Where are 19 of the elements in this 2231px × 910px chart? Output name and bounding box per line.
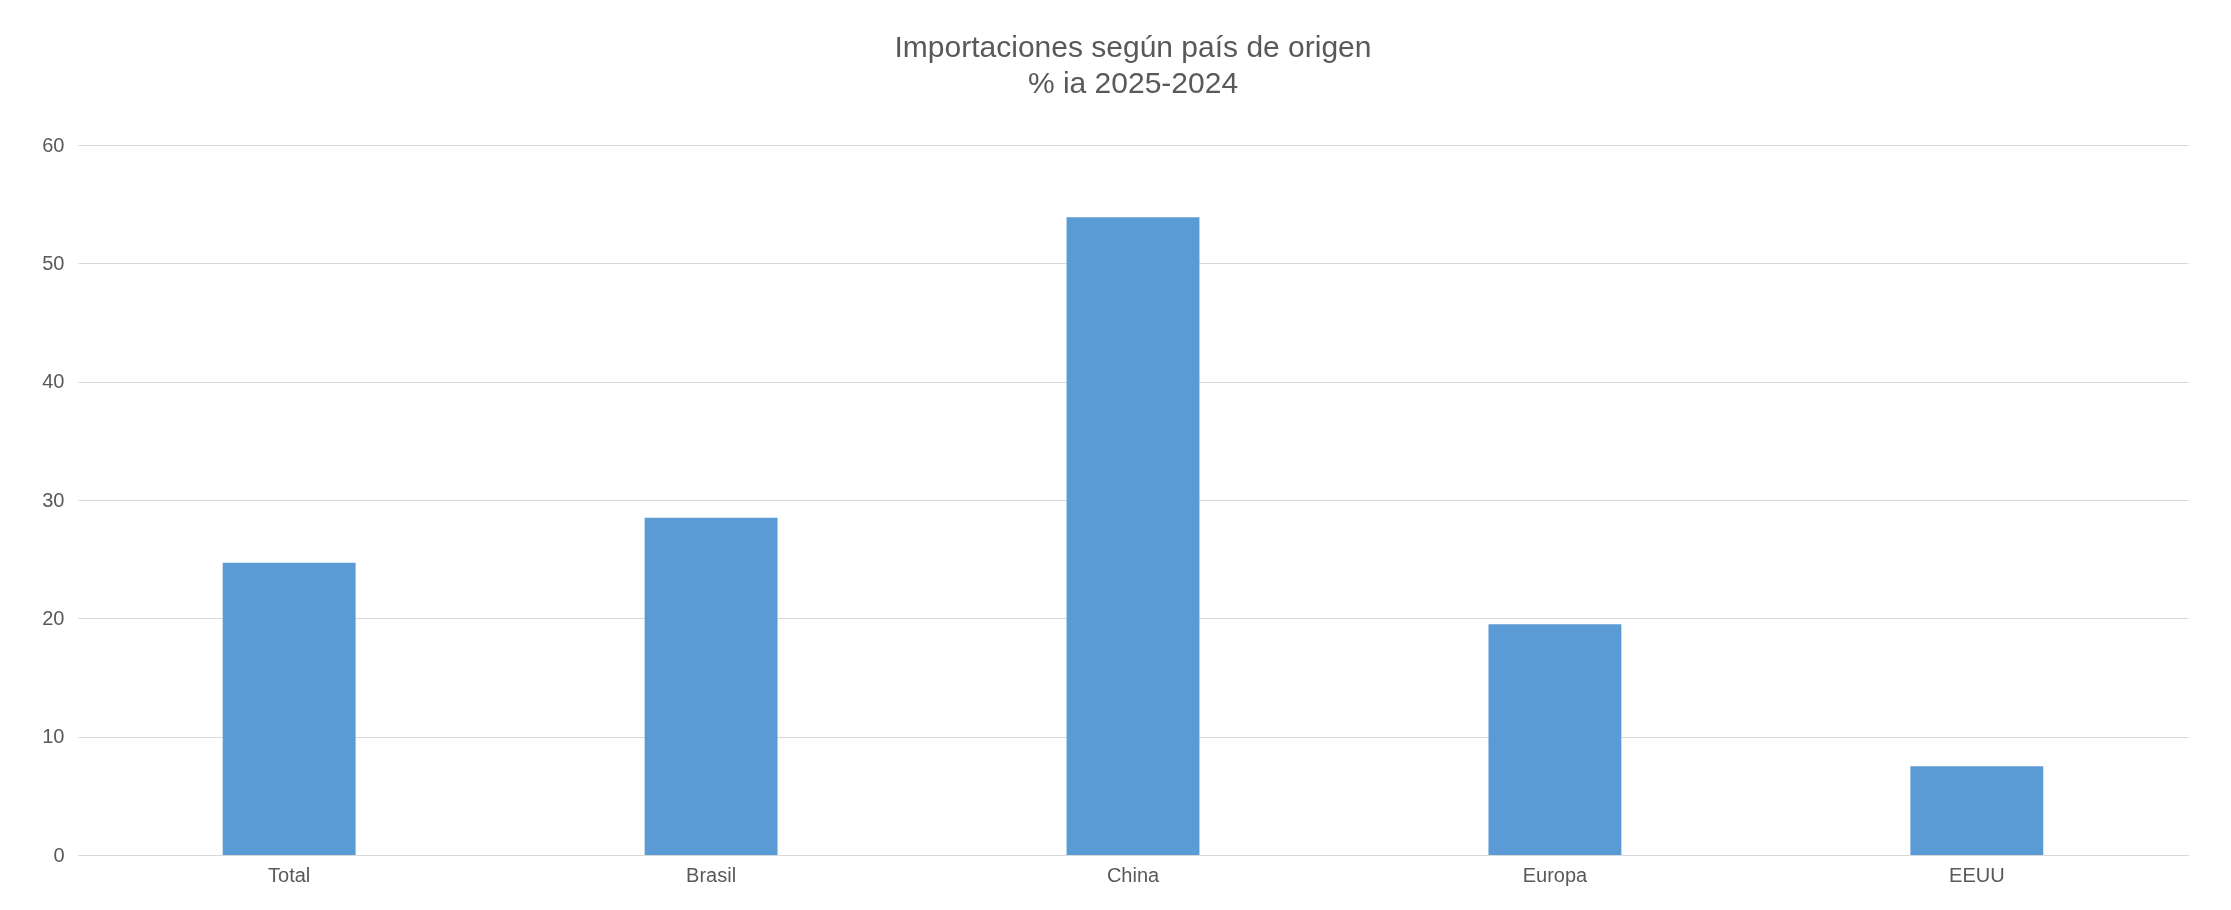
x-tick-label: Total <box>268 863 311 886</box>
y-tick-label: 30 <box>42 488 65 511</box>
chart-title: Importaciones según país de origen <box>894 30 1372 63</box>
bar <box>1066 217 1200 855</box>
y-tick-label: 40 <box>42 370 65 393</box>
y-tick-label: 20 <box>42 606 65 629</box>
bar <box>1910 766 2044 855</box>
x-tick-label: Europa <box>1522 863 1589 886</box>
x-tick-label: EEUU <box>1949 863 2005 886</box>
y-tick-label: 0 <box>53 843 65 866</box>
bar <box>644 517 778 855</box>
bar <box>1488 624 1622 855</box>
y-tick-label: 60 <box>42 133 65 156</box>
x-tick-label: Brasil <box>686 863 737 886</box>
chart-subtitle: % ia 2025-2024 <box>1027 66 1239 99</box>
y-tick-label: 10 <box>42 725 65 748</box>
y-tick-label: 50 <box>42 251 65 274</box>
bar <box>222 562 356 855</box>
x-tick-label: China <box>1106 863 1160 886</box>
